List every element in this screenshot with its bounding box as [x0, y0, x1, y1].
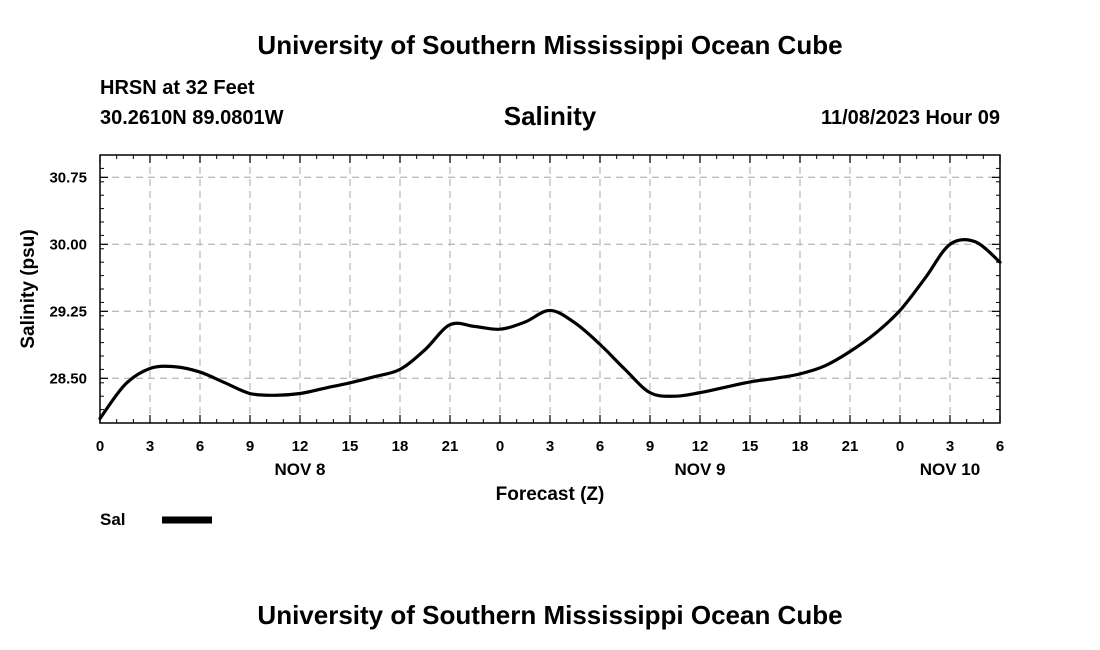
datetime-label: 11/08/2023 Hour 09	[820, 107, 1000, 129]
x-tick-label: 6	[996, 438, 1004, 455]
grid	[100, 155, 1000, 423]
x-tick-label: 3	[546, 438, 554, 455]
legend-label: Sal	[100, 510, 126, 529]
x-axis-title: Forecast (Z)	[496, 484, 605, 505]
y-tick-label: 29.25	[49, 303, 87, 320]
legend: Sal	[100, 510, 212, 529]
x-tick-label: 18	[792, 438, 809, 455]
x-tick-label: 9	[246, 438, 254, 455]
x-tick-label: 9	[646, 438, 654, 455]
axis-labels: 0 3 6 9 12 15 18 21 0 3 6 9 12 15 18 21 0 3 6 28.50 29.25 30.…	[18, 169, 1004, 505]
x-tick-label: 6	[596, 438, 604, 455]
y-tick-label: 28.50	[49, 370, 87, 387]
x-tick-label: 0	[896, 438, 904, 455]
x-tick-label: 15	[742, 438, 759, 455]
date-label: NOV 9	[674, 460, 725, 479]
station-label: HRSN at 32 Feet	[100, 77, 255, 99]
x-tick-label: 6	[196, 438, 204, 455]
x-tick-label: 3	[146, 438, 154, 455]
plot-frame	[99, 154, 1001, 424]
series-layer	[98, 237, 1002, 421]
page-title: University of Southern Mississippi Ocean…	[257, 30, 843, 60]
x-tick-label: 0	[96, 438, 104, 455]
y-tick-label: 30.00	[49, 236, 87, 253]
y-axis-title: Salinity (psu)	[18, 229, 39, 348]
series-line-sal	[98, 237, 1002, 421]
parameter-title: Salinity	[503, 101, 597, 131]
x-tick-label: 15	[342, 438, 359, 455]
x-tick-label: 12	[292, 438, 309, 455]
date-label: NOV 8	[274, 460, 325, 479]
date-label: NOV 10	[920, 460, 980, 479]
x-tick-label: 21	[842, 438, 859, 455]
x-tick-label: 21	[442, 438, 459, 455]
coordinates-label: 30.2610N 89.0801W	[100, 107, 284, 129]
y-tick-label: 30.75	[49, 169, 87, 186]
x-tick-label: 3	[946, 438, 954, 455]
x-tick-label: 12	[692, 438, 709, 455]
x-tick-label: 0	[496, 438, 504, 455]
x-tick-label: 18	[392, 438, 409, 455]
footer-title: University of Southern Mississippi Ocean…	[257, 600, 843, 630]
